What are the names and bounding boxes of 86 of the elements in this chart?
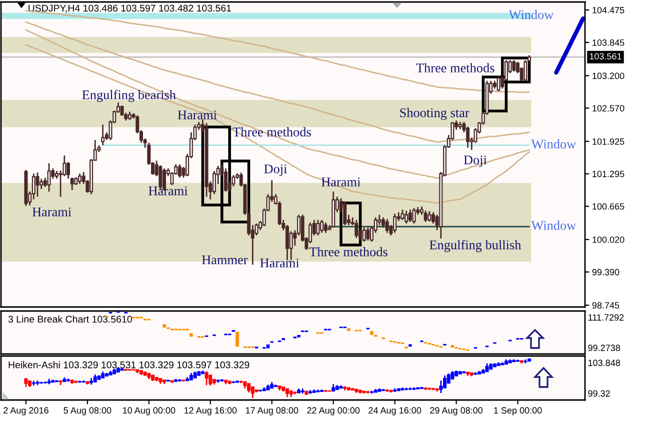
candlestick xyxy=(316,219,320,236)
candlestick xyxy=(366,226,370,242)
candlestick xyxy=(385,218,389,234)
x-tick-label: 1 Sep 00:00 xyxy=(494,407,542,416)
annotation: Shooting star xyxy=(400,108,470,120)
candlestick xyxy=(120,104,124,117)
candlestick xyxy=(224,168,228,192)
y-tick-label: 99.32 xyxy=(588,390,610,397)
candlestick xyxy=(250,386,254,399)
annotation: Three methods xyxy=(309,247,388,256)
candlestick xyxy=(424,210,428,223)
annotation: Three methods xyxy=(416,63,494,72)
candlestick xyxy=(412,207,416,224)
candlestick xyxy=(47,162,51,192)
x-tick-label: 10 Aug 00:00 xyxy=(123,407,176,416)
y-tick-label: 100.020 xyxy=(592,236,624,243)
candlestick xyxy=(36,172,40,198)
x-tick-label: 5 Aug 08:00 xyxy=(64,407,112,416)
bar xyxy=(162,324,166,328)
bar xyxy=(236,332,239,347)
candlestick xyxy=(428,210,432,222)
candlestick xyxy=(324,222,328,234)
x-tick-label: 12 Aug 16:00 xyxy=(184,407,237,416)
x-tick-label: 22 Aug 00:00 xyxy=(307,407,360,416)
candlestick xyxy=(393,213,397,234)
y-tick-label: 111.7292 xyxy=(588,314,624,321)
bar xyxy=(190,333,193,337)
annotation: Harami xyxy=(260,258,300,268)
y-tick-label: 100.665 xyxy=(592,203,624,210)
annotation: Harami xyxy=(32,207,72,216)
bar xyxy=(408,344,412,347)
candlestick xyxy=(408,208,412,223)
candlestick xyxy=(343,201,347,226)
chart-title: 3 Line Break Chart 103.5610 xyxy=(8,316,132,323)
candlestick xyxy=(400,208,404,221)
candlestick xyxy=(512,60,516,72)
annotation: Harami xyxy=(321,178,360,186)
y-tick-label: 98.745 xyxy=(592,302,620,309)
annotation: Doji xyxy=(264,164,287,176)
x-tick-label: 2 Aug 2016 xyxy=(4,407,48,416)
candlestick xyxy=(404,210,408,224)
bar xyxy=(297,334,300,338)
candlestick xyxy=(354,219,358,239)
y-tick-label: 103.200 xyxy=(592,72,624,80)
candlestick xyxy=(232,174,236,188)
candlestick xyxy=(496,74,500,92)
annotation: Doji xyxy=(464,156,487,168)
y-tick-label: 99.2738 xyxy=(588,344,620,352)
candlestick xyxy=(320,219,324,234)
candlestick xyxy=(362,226,366,242)
series-label: Window xyxy=(531,220,576,230)
series-label: Window xyxy=(531,139,576,149)
x-tick-label: 17 Aug 08:00 xyxy=(246,407,298,416)
x-tick-label: 29 Aug 08:00 xyxy=(430,407,483,416)
candlestick xyxy=(208,374,212,386)
candlestick xyxy=(439,380,443,394)
y-tick-label: 101.295 xyxy=(592,170,624,178)
annotation: Three methods xyxy=(232,127,311,136)
y-tick-label: 103.845 xyxy=(592,39,624,46)
y-tick-label: 104.475 xyxy=(592,6,624,14)
y-tick-label: 103.848 xyxy=(588,360,620,366)
annotation: Engulfing bullish xyxy=(430,240,522,252)
annotation: Engulfing bearish xyxy=(82,90,176,102)
y-tick-label: 101.925 xyxy=(592,138,624,145)
bar xyxy=(347,328,350,332)
candlestick xyxy=(204,370,208,386)
y-tick-label: 99.390 xyxy=(592,268,620,276)
candlestick xyxy=(178,164,182,178)
ref-line-label: 103.561 xyxy=(590,53,622,60)
y-tick-label: 102.570 xyxy=(592,105,624,112)
x-tick-label: 24 Aug 16:00 xyxy=(368,407,422,416)
candlestick xyxy=(524,60,528,82)
line-series xyxy=(554,16,586,75)
annotation: Harami xyxy=(178,110,217,120)
chart-title: USDJPY,H4 103.486 103.597 103.482 103.561 xyxy=(28,4,231,13)
candlestick xyxy=(101,124,105,146)
candlestick xyxy=(40,178,44,190)
candlestick xyxy=(78,172,82,185)
chart-title: Heiken-Ashi 103.329 103.531 103.329 103.597 103.329 xyxy=(8,361,250,368)
candlestick xyxy=(466,126,470,148)
bar xyxy=(370,331,374,335)
bar xyxy=(266,344,270,348)
band-label: Window xyxy=(508,10,554,20)
annotation: Harami xyxy=(148,186,188,196)
annotation: Hammer xyxy=(202,255,248,264)
candlestick xyxy=(443,374,447,389)
